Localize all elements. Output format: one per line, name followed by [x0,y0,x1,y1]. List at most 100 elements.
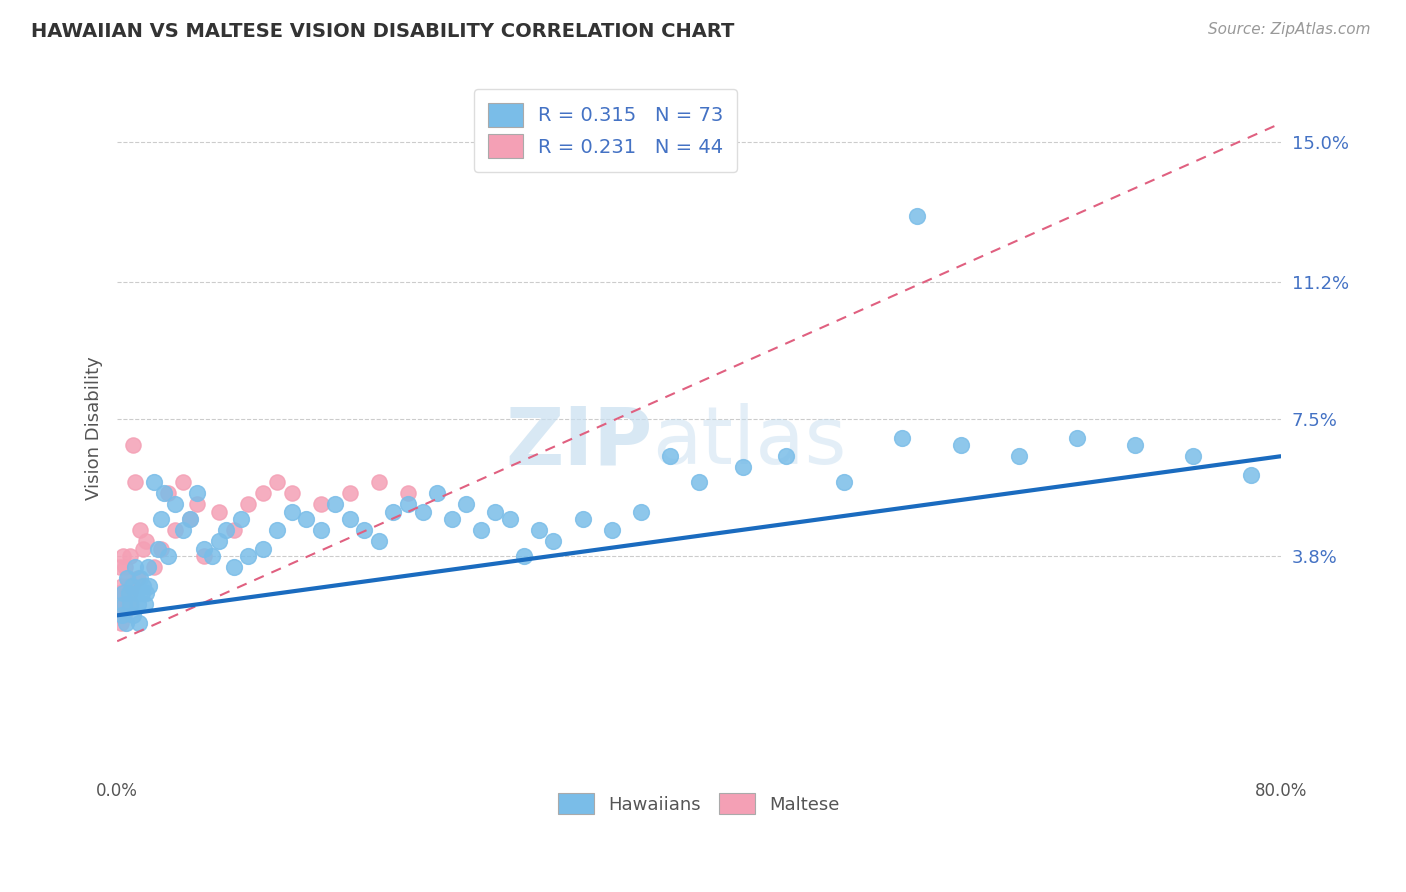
Point [229,512,252,526]
Point [127,571,149,585]
Point [236,497,259,511]
Point [120,586,142,600]
Point [117,586,139,600]
Point [172,475,194,490]
Point [157,486,180,500]
Point [891,431,914,445]
Point [152,486,174,500]
Point [323,497,346,511]
Point [121,579,143,593]
Point [456,497,478,511]
Point [124,475,146,490]
Point [107,597,129,611]
Point [142,475,165,490]
Point [120,597,142,611]
Point [208,505,231,519]
Point [543,534,565,549]
Point [121,579,143,593]
Y-axis label: Vision Disability: Vision Disability [86,357,103,500]
Point [339,486,361,500]
Point [193,541,215,556]
Point [118,597,141,611]
Point [114,560,136,574]
Point [571,512,593,526]
Point [120,597,142,611]
Point [134,597,156,611]
Point [295,512,318,526]
Point [426,486,449,500]
Point [513,549,536,563]
Point [834,475,856,490]
Legend: Hawaiians, Maltese: Hawaiians, Maltese [548,784,849,823]
Point [731,460,754,475]
Point [111,586,134,600]
Point [135,586,157,600]
Point [222,523,245,537]
Point [128,615,150,630]
Point [132,541,155,556]
Point [215,523,238,537]
Point [309,523,332,537]
Point [122,608,145,623]
Point [108,560,131,574]
Point [124,560,146,574]
Point [775,450,797,464]
Point [630,505,652,519]
Point [186,486,208,500]
Point [165,497,187,511]
Point [132,579,155,593]
Point [339,512,361,526]
Point [149,541,172,556]
Point [107,586,129,600]
Point [201,549,224,563]
Point [208,534,231,549]
Point [136,560,159,574]
Point [172,523,194,537]
Point [138,579,160,593]
Point [193,549,215,563]
Point [129,523,152,537]
Text: HAWAIIAN VS MALTESE VISION DISABILITY CORRELATION CHART: HAWAIIAN VS MALTESE VISION DISABILITY CO… [31,22,734,41]
Point [127,597,149,611]
Point [280,505,302,519]
Point [110,579,132,593]
Point [266,523,288,537]
Point [1182,450,1205,464]
Point [280,486,302,500]
Point [122,438,145,452]
Point [111,549,134,563]
Point [949,438,972,452]
Point [115,615,138,630]
Point [129,571,152,585]
Point [110,608,132,623]
Point [149,512,172,526]
Point [112,608,135,623]
Point [905,209,928,223]
Point [412,505,434,519]
Point [114,586,136,600]
Point [396,486,419,500]
Point [115,579,138,593]
Point [1066,431,1088,445]
Point [179,512,201,526]
Point [117,571,139,585]
Point [353,523,375,537]
Point [157,549,180,563]
Point [222,560,245,574]
Point [266,475,288,490]
Point [186,497,208,511]
Text: ZIP: ZIP [505,403,652,481]
Point [115,597,138,611]
Point [309,497,332,511]
Point [118,549,141,563]
Point [368,534,391,549]
Text: Source: ZipAtlas.com: Source: ZipAtlas.com [1208,22,1371,37]
Point [110,615,132,630]
Point [499,512,522,526]
Point [131,586,153,600]
Point [252,541,274,556]
Point [1240,467,1263,482]
Point [396,497,419,511]
Point [142,560,165,574]
Point [125,586,148,600]
